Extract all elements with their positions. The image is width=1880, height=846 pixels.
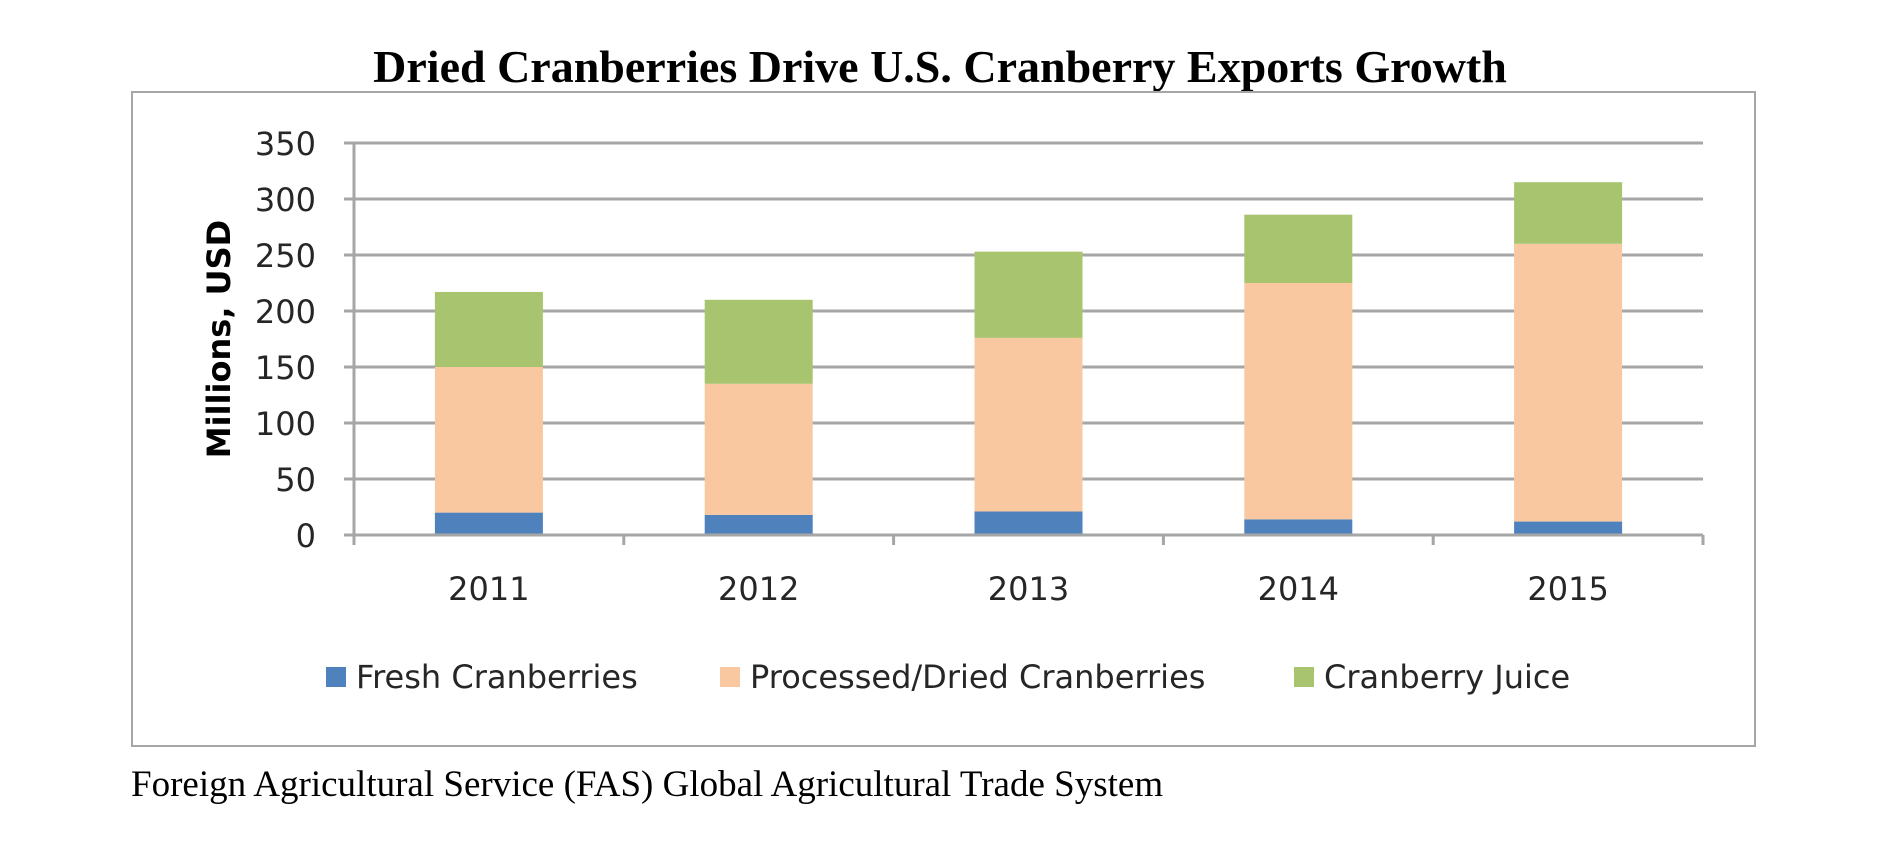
bar-segment-cranberry-juice <box>1514 182 1623 244</box>
y-tick-label: 150 <box>255 349 316 387</box>
bar-segment-processed-dried-cranberries <box>974 337 1083 512</box>
legend-label: Cranberry Juice <box>1324 658 1570 696</box>
x-tick-label: 2011 <box>448 570 529 608</box>
y-tick-label: 100 <box>255 405 316 443</box>
x-tick-label: 2012 <box>718 570 799 608</box>
bar-segment-cranberry-juice <box>704 299 813 384</box>
bar-segment-fresh-cranberries <box>1514 521 1623 535</box>
x-tick-label: 2013 <box>988 570 1069 608</box>
y-tick-label: 300 <box>255 181 316 219</box>
bar-segment-processed-dried-cranberries <box>704 383 813 515</box>
bar-segment-processed-dried-cranberries <box>1514 243 1623 522</box>
legend-swatch <box>720 667 740 687</box>
x-tick-label: 2014 <box>1258 570 1339 608</box>
x-tick-label: 2015 <box>1527 570 1608 608</box>
chart-frame <box>131 91 1756 747</box>
y-tick-label: 250 <box>255 237 316 275</box>
bar-segment-fresh-cranberries <box>1244 519 1353 535</box>
bar-segment-processed-dried-cranberries <box>1244 283 1353 520</box>
y-axis-title: Millions, USD <box>200 220 238 458</box>
y-tick-label: 0 <box>296 517 316 555</box>
bars <box>434 182 1623 535</box>
legend-swatch <box>1294 667 1314 687</box>
chart-title: Dried Cranberries Drive U.S. Cranberry E… <box>373 41 1507 92</box>
bar-segment-fresh-cranberries <box>974 511 1083 535</box>
bar-segment-cranberry-juice <box>974 251 1083 338</box>
source-note: Foreign Agricultural Service (FAS) Globa… <box>131 764 1164 805</box>
y-tick-label: 50 <box>275 461 316 499</box>
bar-segment-fresh-cranberries <box>704 514 813 535</box>
legend: Fresh Cranberries Processed/Dried Cranber… <box>326 658 1570 696</box>
bar-segment-fresh-cranberries <box>434 512 543 535</box>
y-tick-label: 350 <box>255 125 316 163</box>
legend-label: Processed/Dried Cranberries <box>750 658 1205 696</box>
y-tick-label: 200 <box>255 293 316 331</box>
axes: 0 50 100 150 200 250 300 350 2011 2012 2013 2014 201… <box>255 125 1705 608</box>
bar-segment-cranberry-juice <box>1244 214 1353 283</box>
bar-segment-cranberry-juice <box>434 291 543 367</box>
bar-segment-processed-dried-cranberries <box>434 367 543 513</box>
legend-swatch <box>326 667 346 687</box>
legend-label: Fresh Cranberries <box>356 658 638 696</box>
